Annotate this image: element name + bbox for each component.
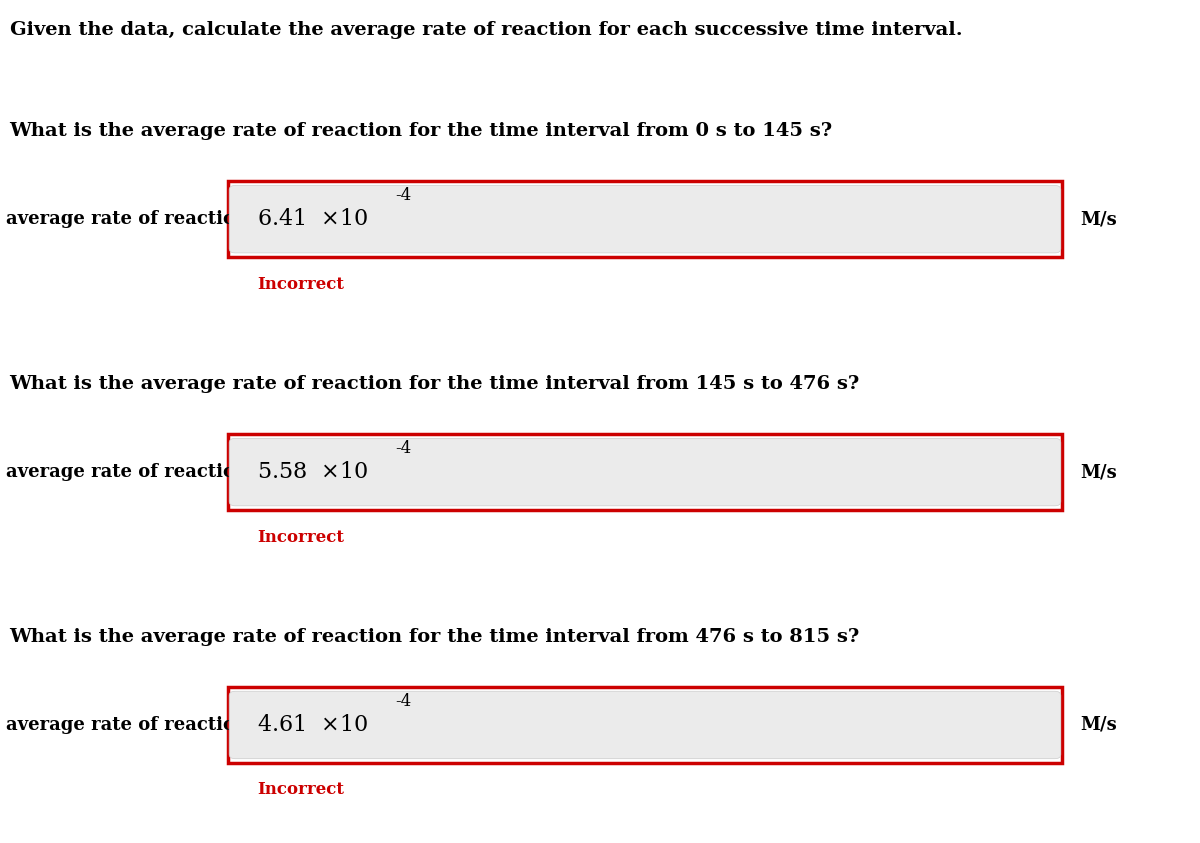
Text: Given the data, calculate the average rate of reaction for each successive time : Given the data, calculate the average ra…: [10, 21, 962, 39]
Text: -4: -4: [395, 187, 412, 204]
Text: $\mathregular{4.61}$  ×10: $\mathregular{4.61}$ ×10: [257, 714, 368, 736]
Text: average rate of reaction:: average rate of reaction:: [6, 463, 254, 481]
Text: average rate of reaction:: average rate of reaction:: [6, 210, 254, 228]
FancyBboxPatch shape: [229, 185, 1061, 253]
Text: Incorrect: Incorrect: [257, 529, 344, 545]
Text: $\mathregular{5.58}$  ×10: $\mathregular{5.58}$ ×10: [257, 461, 368, 483]
Text: $\mathregular{6.41}$  ×10: $\mathregular{6.41}$ ×10: [257, 208, 368, 230]
FancyBboxPatch shape: [228, 434, 1062, 510]
Text: What is the average rate of reaction for the time interval from 476 s to 815 s?: What is the average rate of reaction for…: [10, 628, 860, 646]
FancyBboxPatch shape: [229, 691, 1061, 759]
FancyBboxPatch shape: [229, 438, 1061, 506]
Text: What is the average rate of reaction for the time interval from 0 s to 145 s?: What is the average rate of reaction for…: [10, 122, 833, 140]
Text: Incorrect: Incorrect: [257, 276, 344, 293]
Text: Incorrect: Incorrect: [257, 781, 344, 798]
Text: -4: -4: [395, 693, 412, 710]
FancyBboxPatch shape: [228, 181, 1062, 257]
FancyBboxPatch shape: [228, 687, 1062, 763]
Text: What is the average rate of reaction for the time interval from 145 s to 476 s?: What is the average rate of reaction for…: [10, 375, 860, 393]
Text: M/s: M/s: [1080, 716, 1117, 734]
Text: -4: -4: [395, 440, 412, 457]
Text: M/s: M/s: [1080, 210, 1117, 228]
Text: M/s: M/s: [1080, 463, 1117, 481]
Text: average rate of reaction:: average rate of reaction:: [6, 716, 254, 734]
